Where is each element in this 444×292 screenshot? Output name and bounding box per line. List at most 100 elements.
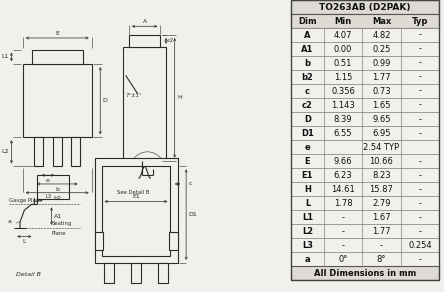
Text: 8.39: 8.39 [333, 115, 352, 124]
Text: -: - [341, 227, 345, 236]
Text: 4.82: 4.82 [372, 31, 391, 39]
Bar [34, 137, 43, 166]
Text: Gauge Plane: Gauge Plane [8, 198, 42, 203]
Text: Plane: Plane [52, 231, 66, 236]
Text: TO263AB (D2PAK): TO263AB (D2PAK) [319, 3, 411, 11]
Text: b2: b2 [301, 73, 313, 81]
Text: 0.254: 0.254 [408, 241, 432, 250]
Text: 0.25: 0.25 [373, 45, 391, 53]
Text: -: - [419, 255, 421, 264]
Bar [104, 263, 114, 283]
Text: D1: D1 [301, 129, 314, 138]
Bar [23, 64, 91, 137]
Text: 1.143: 1.143 [331, 101, 355, 110]
Bar [129, 35, 160, 47]
Text: D: D [304, 115, 311, 124]
Bar [291, 210, 439, 224]
Text: H: H [177, 95, 182, 100]
Text: 0.00: 0.00 [334, 45, 352, 53]
Text: -: - [419, 129, 421, 138]
Text: All Dimensions in mm: All Dimensions in mm [314, 269, 416, 278]
Text: 6.55: 6.55 [334, 129, 352, 138]
Bar [291, 70, 439, 84]
Text: 1.65: 1.65 [372, 101, 391, 110]
Text: 1.15: 1.15 [334, 73, 352, 81]
Text: -: - [341, 213, 345, 222]
Bar [95, 232, 103, 250]
Bar [291, 140, 439, 154]
Text: 1.77: 1.77 [372, 227, 391, 236]
Text: L2: L2 [2, 149, 9, 154]
Text: -: - [419, 157, 421, 166]
Bar [291, 42, 439, 56]
Text: -: - [419, 31, 421, 39]
Text: e: e [305, 143, 310, 152]
Text: L: L [305, 199, 310, 208]
Text: E: E [305, 157, 310, 166]
Text: L1: L1 [302, 213, 313, 222]
Bar [291, 168, 439, 182]
Bar [291, 84, 439, 98]
Bar [71, 137, 80, 166]
Text: L2: L2 [302, 227, 313, 236]
Bar [53, 137, 62, 166]
Text: -: - [419, 227, 421, 236]
Text: 0°: 0° [338, 255, 348, 264]
Text: 2.54 TYP: 2.54 TYP [364, 143, 400, 152]
Bar [291, 126, 439, 140]
Text: 15.87: 15.87 [369, 185, 393, 194]
Text: -: - [419, 59, 421, 67]
Text: -: - [419, 45, 421, 53]
Bar [291, 182, 439, 196]
Text: -: - [419, 73, 421, 81]
Text: -: - [419, 115, 421, 124]
Bar [291, 28, 439, 42]
Text: Seating: Seating [52, 221, 72, 226]
Bar [95, 158, 178, 263]
Text: L3: L3 [302, 241, 313, 250]
Text: 6.95: 6.95 [372, 129, 391, 138]
Text: 2.79: 2.79 [372, 199, 391, 208]
Bar [291, 98, 439, 112]
Text: D1: D1 [188, 212, 197, 217]
Bar [102, 166, 170, 256]
Text: Max: Max [372, 17, 391, 25]
Text: 1.77: 1.77 [372, 73, 391, 81]
Text: b: b [55, 187, 59, 192]
Text: -: - [419, 171, 421, 180]
Bar [291, 56, 439, 70]
Text: L: L [23, 239, 26, 244]
Text: 1.67: 1.67 [372, 213, 391, 222]
Text: L3: L3 [46, 194, 52, 199]
Bar [291, 252, 439, 266]
Text: -: - [419, 101, 421, 110]
Text: 9.66: 9.66 [333, 157, 352, 166]
Text: b: b [305, 59, 310, 67]
Text: Dim: Dim [298, 17, 317, 25]
Bar [291, 0, 439, 14]
Text: -: - [341, 241, 345, 250]
Text: 6.23: 6.23 [333, 171, 352, 180]
Text: Min: Min [334, 17, 352, 25]
Bar [123, 47, 166, 161]
Text: D: D [103, 98, 107, 103]
Text: H: H [304, 185, 311, 194]
Bar [291, 196, 439, 210]
Bar [291, 154, 439, 168]
Text: c: c [305, 87, 310, 95]
Text: 1.78: 1.78 [333, 199, 352, 208]
Bar [291, 266, 439, 280]
Bar [131, 263, 141, 283]
Text: E1: E1 [301, 171, 313, 180]
Text: 0.73: 0.73 [372, 87, 391, 95]
Bar [291, 224, 439, 238]
Bar [32, 50, 83, 64]
Bar [291, 238, 439, 252]
Text: e: e [46, 178, 50, 183]
Text: 0.99: 0.99 [373, 59, 391, 67]
Text: -: - [419, 185, 421, 194]
Text: 8.23: 8.23 [372, 171, 391, 180]
Text: A1: A1 [55, 213, 63, 219]
Text: a: a [305, 255, 310, 264]
Text: b2: b2 [53, 196, 61, 201]
